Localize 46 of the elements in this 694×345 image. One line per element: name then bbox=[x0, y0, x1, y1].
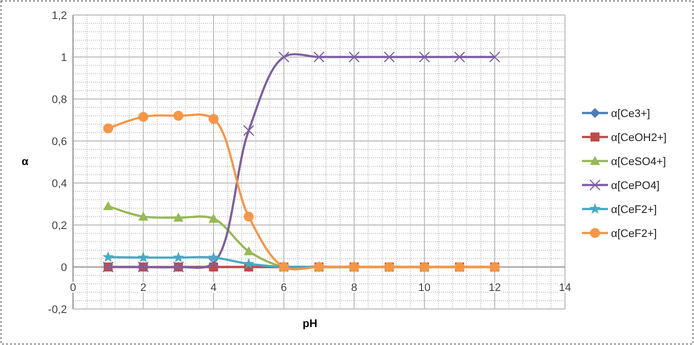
legend-label: α[CeF2+] bbox=[611, 228, 657, 240]
point bbox=[208, 214, 219, 223]
point bbox=[138, 212, 148, 221]
point bbox=[418, 51, 430, 63]
point bbox=[454, 51, 466, 63]
point bbox=[489, 51, 500, 63]
point bbox=[172, 252, 184, 262]
x-tick-label: 12 bbox=[488, 282, 501, 294]
legend-label: α[CePO4] bbox=[611, 180, 660, 192]
legend-label: α[CeF2+] bbox=[611, 204, 657, 216]
legend-label: α[CeSO4+] bbox=[611, 156, 666, 168]
legend-label: α[Ce3+] bbox=[611, 108, 650, 120]
point bbox=[243, 258, 254, 269]
point bbox=[244, 212, 254, 222]
x-tick-label: 2 bbox=[140, 282, 146, 294]
point bbox=[278, 51, 290, 63]
x-tick-label: 6 bbox=[280, 282, 287, 294]
x-tick-label: 8 bbox=[351, 282, 358, 294]
point bbox=[208, 252, 220, 262]
point bbox=[138, 112, 148, 122]
point bbox=[138, 252, 149, 262]
y-tick-label: 0,6 bbox=[52, 136, 67, 148]
y-tick-label: 1 bbox=[60, 52, 67, 64]
y-tick-label: -0,2 bbox=[48, 304, 67, 316]
y-axis-title: α bbox=[22, 156, 29, 168]
legend-label: α[CeOH2+] bbox=[611, 132, 667, 144]
x-axis-title: pH bbox=[302, 318, 318, 330]
point bbox=[313, 51, 325, 63]
y-tick-label: 0,2 bbox=[52, 220, 67, 232]
y-tick-label: 0,4 bbox=[52, 178, 67, 190]
x-tick-label: 14 bbox=[558, 282, 572, 294]
point bbox=[173, 212, 184, 222]
x-tick-label: 4 bbox=[210, 282, 217, 294]
point bbox=[173, 110, 184, 121]
point bbox=[384, 51, 395, 63]
y-tick-label: 0 bbox=[60, 262, 67, 274]
point bbox=[243, 124, 254, 136]
point bbox=[244, 246, 254, 256]
point bbox=[208, 114, 219, 124]
point bbox=[102, 251, 114, 262]
y-tick-label: 1,2 bbox=[52, 10, 67, 22]
point bbox=[103, 201, 114, 210]
point bbox=[103, 123, 114, 134]
x-tick-label: 10 bbox=[418, 282, 431, 294]
y-tick-label: 0,8 bbox=[52, 94, 67, 106]
point bbox=[348, 51, 360, 63]
